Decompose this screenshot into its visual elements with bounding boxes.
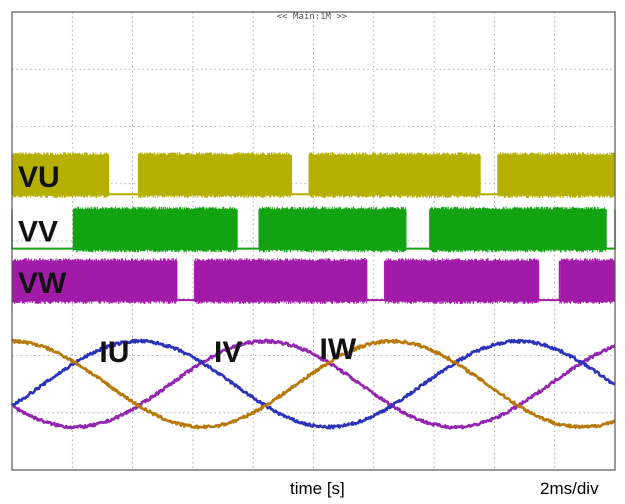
trace-label-iw: IW bbox=[320, 333, 357, 366]
band-vw bbox=[195, 261, 368, 302]
time-scale-label: 2ms/div bbox=[540, 479, 599, 498]
series-layer bbox=[10, 152, 617, 430]
band-vu bbox=[12, 155, 109, 196]
band-vw bbox=[560, 261, 615, 302]
scope-header: << Main:1M >> bbox=[277, 12, 348, 22]
band-vu bbox=[139, 155, 292, 196]
label-layer: VU VV VW IU IV IW bbox=[18, 161, 357, 369]
band-vw bbox=[385, 261, 540, 302]
series-vu bbox=[11, 152, 616, 199]
series-iw bbox=[10, 338, 616, 430]
band-vv bbox=[73, 209, 238, 250]
band-vv bbox=[259, 209, 407, 250]
band-vu bbox=[309, 155, 481, 196]
band-vw bbox=[12, 261, 178, 302]
series-vw bbox=[11, 258, 616, 305]
trace-label-vw: VW bbox=[18, 267, 67, 300]
trace-label-vv: VV bbox=[18, 216, 58, 249]
series-vv bbox=[11, 206, 616, 253]
trace-label-iu: IU bbox=[99, 336, 129, 369]
trace-label-vu: VU bbox=[18, 161, 60, 194]
band-vu bbox=[498, 155, 615, 196]
plot-frame bbox=[11, 11, 616, 471]
series-iu bbox=[11, 338, 616, 430]
trace-label-iv: IV bbox=[214, 336, 242, 369]
series-iv bbox=[10, 338, 617, 430]
x-axis-label: time [s] bbox=[290, 479, 345, 498]
band-vv bbox=[430, 209, 607, 250]
